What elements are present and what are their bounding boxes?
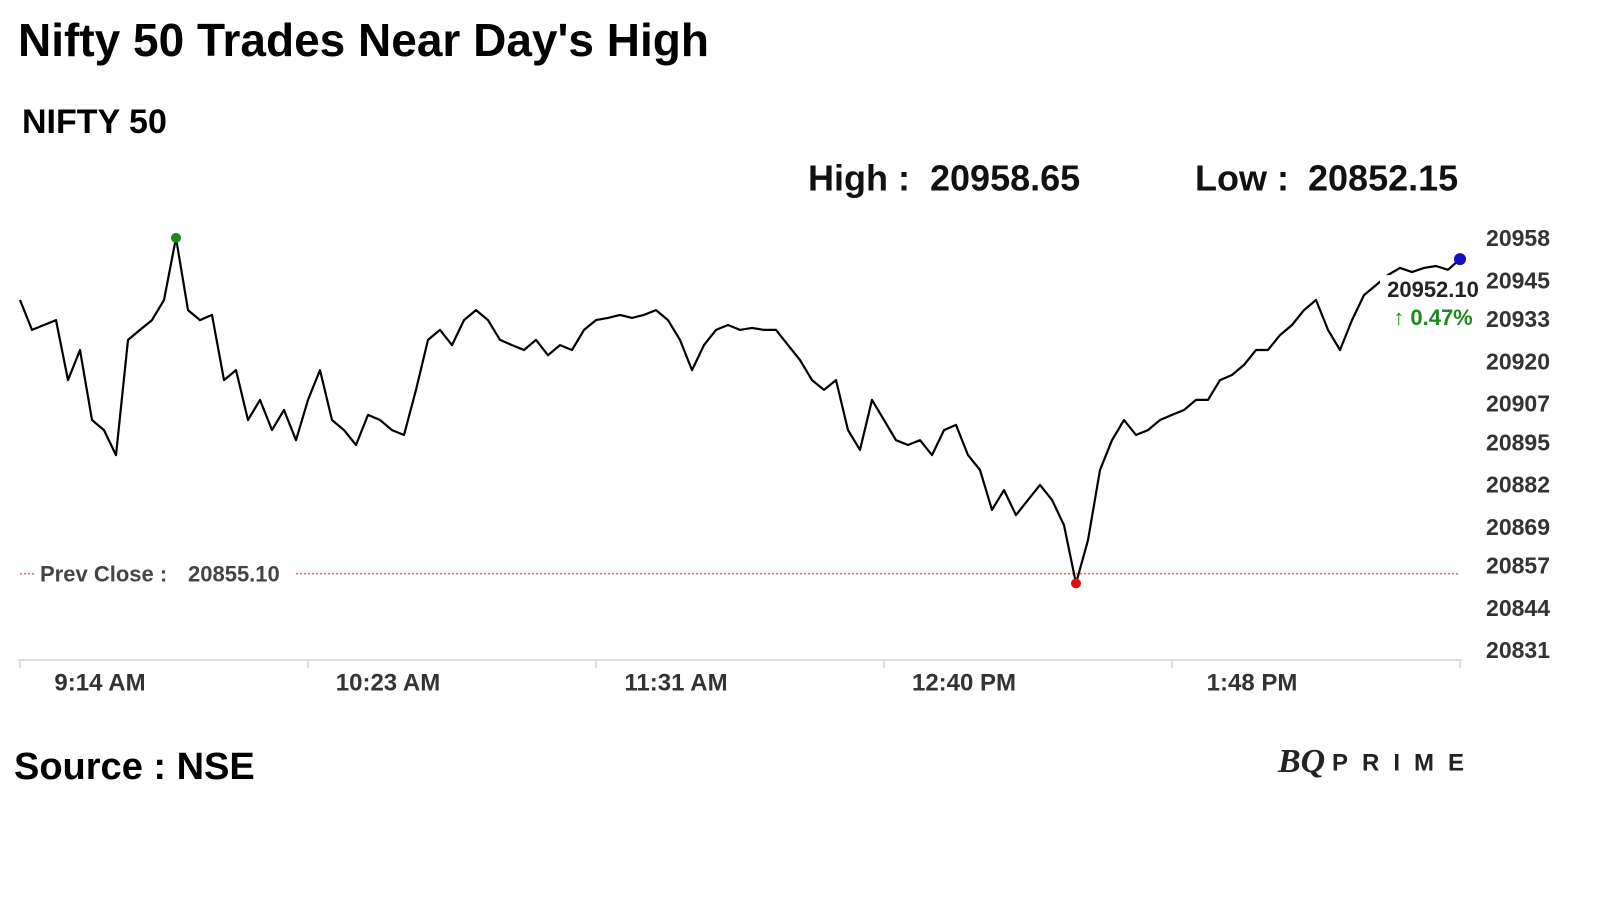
- low-dot: [1071, 578, 1081, 589]
- x-tick-label: 11:31 AM: [624, 669, 727, 696]
- y-tick-label: 20857: [1486, 553, 1550, 579]
- y-tick-label: 20869: [1486, 514, 1550, 540]
- y-tick-label: 20895: [1486, 429, 1550, 455]
- chart-subtitle: NIFTY 50: [22, 103, 167, 141]
- y-tick-label: 20907: [1486, 391, 1550, 417]
- price-line: [18, 236, 1461, 585]
- y-tick-label: 20831: [1486, 637, 1550, 663]
- change-label: ↑ 0.47%: [1393, 305, 1473, 330]
- prev-close-value: 20855.10: [188, 562, 280, 587]
- high-value: 20958.65: [930, 158, 1080, 199]
- brand-mark: BQ: [1277, 743, 1325, 780]
- x-tick-label: 1:48 PM: [1207, 669, 1298, 696]
- x-tick-label: 10:23 AM: [336, 669, 440, 696]
- x-tick-label: 9:14 AM: [54, 669, 145, 696]
- last-dot: [1454, 253, 1466, 266]
- last-value-label: 20952.10: [1387, 277, 1479, 302]
- brand-name: PRIME: [1332, 749, 1478, 776]
- y-tick-label: 20933: [1486, 306, 1550, 332]
- prev-close-label: Prev Close :: [40, 562, 167, 587]
- high-label: High :: [808, 158, 910, 199]
- x-tick-label: 12:40 PM: [912, 669, 1016, 696]
- high-dot: [171, 232, 181, 243]
- y-tick-label: 20882: [1486, 472, 1550, 498]
- y-tick-label: 20844: [1486, 595, 1550, 621]
- y-tick-label: 20920: [1486, 348, 1550, 374]
- low-label: Low :: [1195, 158, 1289, 199]
- prev-close-bg: [34, 559, 296, 588]
- chart-title: Nifty 50 Trades Near Day's High: [18, 14, 709, 66]
- last-box: [1380, 275, 1484, 332]
- y-tick-label: 20958: [1486, 225, 1550, 251]
- low-value: 20852.15: [1308, 158, 1458, 199]
- source: Source : NSE: [14, 746, 255, 788]
- y-tick-label: 20945: [1486, 267, 1550, 293]
